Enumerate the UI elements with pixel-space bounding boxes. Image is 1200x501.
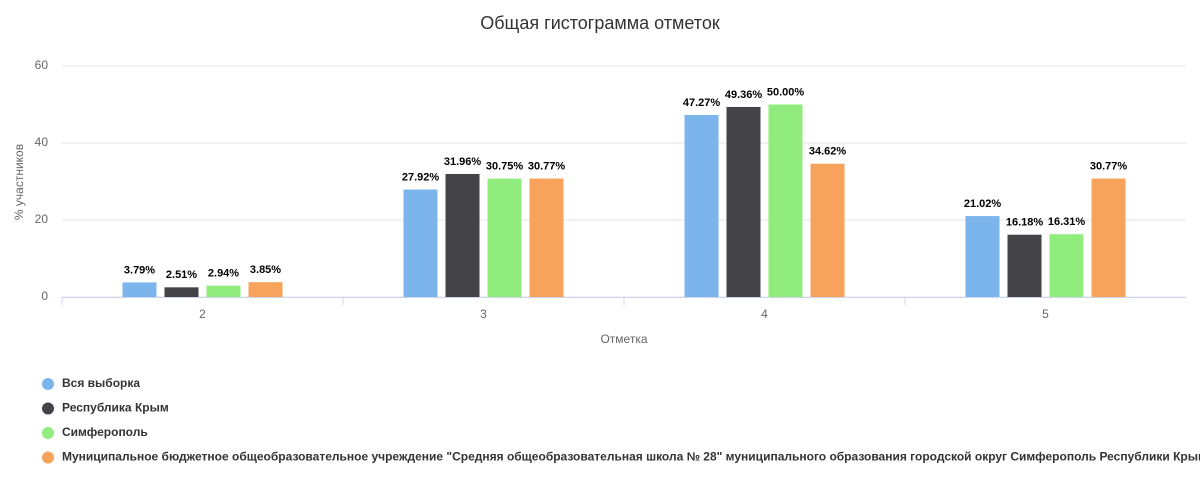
value-label: 34.62%: [809, 146, 847, 158]
value-label: 2.94%: [208, 268, 239, 280]
value-label: 30.75%: [486, 161, 524, 173]
y-tick-label: 60: [35, 58, 49, 72]
y-tick-label: 40: [35, 135, 49, 149]
bar: [122, 282, 157, 297]
y-tick-label: 0: [41, 289, 48, 303]
bar: [403, 189, 438, 297]
legend-label: Симферополь: [62, 425, 148, 439]
bar: [1007, 234, 1042, 297]
chart-title: Общая гистограмма отметок: [480, 13, 720, 33]
bar: [1091, 178, 1126, 297]
value-label: 16.31%: [1048, 216, 1086, 228]
x-tick-label: 2: [199, 307, 206, 321]
y-tick-label: 20: [35, 212, 49, 226]
legend-label: Республика Крым: [62, 401, 169, 415]
x-tick-label: 4: [761, 307, 768, 321]
bar: [445, 173, 480, 297]
x-tick-label: 5: [1042, 307, 1049, 321]
legend-marker: [42, 402, 54, 415]
bar: [487, 178, 522, 297]
legend-marker: [42, 451, 54, 464]
value-label: 27.92%: [402, 171, 440, 183]
value-label: 30.77%: [1090, 160, 1128, 172]
value-label: 16.18%: [1006, 217, 1044, 229]
bar: [248, 282, 283, 297]
value-label: 2.51%: [166, 269, 197, 281]
bar: [965, 216, 1000, 297]
bar: [1049, 234, 1084, 297]
value-label: 47.27%: [683, 97, 721, 109]
value-label: 21.02%: [964, 198, 1002, 210]
bar: [529, 178, 564, 297]
bar: [206, 285, 241, 297]
bar: [684, 115, 719, 297]
legend-label: Вся выборка: [62, 376, 140, 390]
value-label: 50.00%: [767, 86, 805, 98]
legend-label: Муниципальное бюджетное общеобразователь…: [62, 450, 1200, 464]
bar: [164, 287, 199, 297]
bar: [726, 106, 761, 298]
value-label: 31.96%: [444, 156, 482, 168]
y-axis-title: % участников: [12, 144, 26, 220]
value-label: 3.85%: [250, 264, 281, 276]
value-label: 30.77%: [528, 160, 566, 172]
x-tick-label: 3: [480, 307, 487, 321]
legend-marker: [42, 378, 54, 390]
legend-marker: [42, 427, 54, 439]
bar: [810, 163, 845, 297]
bar: [768, 104, 803, 297]
x-axis-title: Отметка: [600, 332, 647, 346]
value-label: 3.79%: [124, 264, 155, 276]
value-label: 49.36%: [725, 89, 763, 101]
